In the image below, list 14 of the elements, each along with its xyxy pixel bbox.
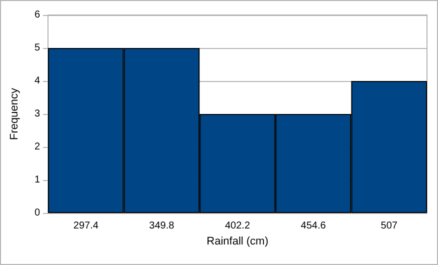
x-tick-label: 507 bbox=[380, 220, 398, 232]
y-tick-label: 6 bbox=[34, 10, 40, 20]
y-tick-label: 1 bbox=[34, 174, 40, 186]
y-tick-label: 5 bbox=[34, 42, 40, 54]
x-tick-label: 297.4 bbox=[73, 220, 99, 232]
y-tick-label: 3 bbox=[34, 108, 40, 120]
x-axis-title: Rainfall (cm) bbox=[206, 235, 268, 248]
y-axis-title: Frequency bbox=[8, 88, 20, 140]
x-tick-label: 454.6 bbox=[300, 220, 326, 232]
y-tick-label: 4 bbox=[34, 76, 40, 86]
x-tick-label: 349.8 bbox=[149, 220, 175, 232]
y-tick-label: 2 bbox=[34, 142, 40, 152]
x-tick-label: 402.2 bbox=[224, 220, 250, 232]
y-tick-label: 0 bbox=[34, 208, 40, 218]
